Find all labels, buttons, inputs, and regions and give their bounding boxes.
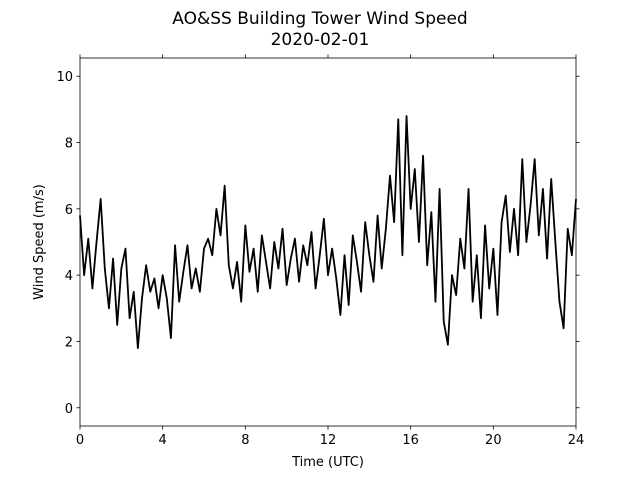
y-tick-label: 10 bbox=[56, 70, 73, 85]
chart-subtitle: 2020-02-01 bbox=[271, 30, 370, 50]
x-tick-label: 4 bbox=[159, 433, 167, 448]
x-tick-label: 0 bbox=[76, 433, 84, 448]
chart-title: AO&SS Building Tower Wind Speed bbox=[172, 9, 467, 29]
x-tick-label: 12 bbox=[320, 433, 337, 448]
plot-frame bbox=[79, 57, 577, 427]
x-tick-label: 20 bbox=[485, 433, 502, 448]
x-tick-label: 16 bbox=[402, 433, 419, 448]
y-tick-label: 2 bbox=[65, 335, 73, 350]
y-axis-label: Wind Speed (m/s) bbox=[32, 184, 47, 300]
y-tick-label: 4 bbox=[65, 269, 73, 284]
x-axis-label: Time (UTC) bbox=[291, 455, 364, 470]
y-tick-label: 0 bbox=[65, 402, 73, 417]
x-tick-label: 24 bbox=[568, 433, 585, 448]
x-tick-label: 8 bbox=[241, 433, 249, 448]
y-tick-label: 8 bbox=[65, 137, 73, 152]
data-line bbox=[79, 115, 577, 349]
y-tick-label: 6 bbox=[65, 203, 73, 218]
